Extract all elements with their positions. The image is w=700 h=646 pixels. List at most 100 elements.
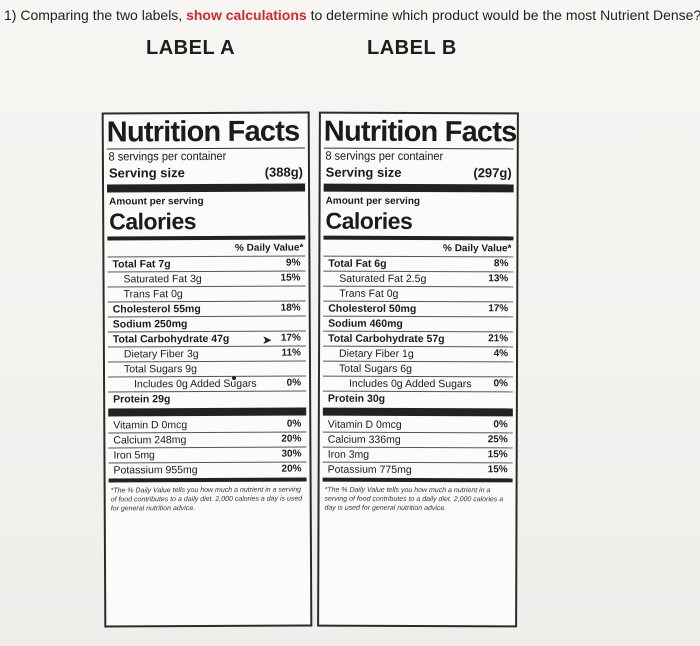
nutrient-name: Dietary Fiber 1g: [339, 347, 414, 360]
serving-size-row: Serving size (297g): [321, 164, 517, 183]
nutrient-row: Includes 0g Added Sugars 0%: [108, 375, 307, 392]
nutrient-percent: 21%: [488, 333, 509, 345]
nutrient-name: Sodium 460mg: [328, 317, 403, 330]
nutrient-row: Saturated Fat 2.5g 13%: [323, 270, 514, 287]
nutrient-name: Total Carbohydrate 47g: [112, 332, 230, 346]
nutrient-row: Dietary Fiber 1g 4%: [323, 345, 514, 362]
nutrient-name: Iron 5mg: [113, 449, 155, 462]
nutrient-percent: 0%: [286, 418, 302, 430]
label-a-heading: LABEL A: [146, 37, 236, 59]
nutrient-row: Vitamin D 0mcg 0%: [108, 417, 306, 432]
nutrient-row: Trans Fat 0g: [107, 285, 306, 302]
nutrient-percent: 13%: [488, 273, 509, 285]
nutrient-percent: 17%: [488, 303, 509, 315]
nutrient-name: Dietary Fiber 3g: [123, 348, 199, 361]
calories-label: Calories: [109, 208, 197, 235]
nutrient-name: Vitamin D 0mcg: [327, 418, 402, 431]
nutrition-label-a: Nutrition Facts 8 servings per container…: [101, 111, 313, 628]
nutrient-percent: 30%: [281, 448, 302, 460]
question-prefix: 1) Comparing the two labels,: [4, 7, 187, 23]
nutrient-percent: 0%: [493, 419, 508, 431]
cursor-arrow-icon: ➤: [262, 333, 273, 347]
footnote: *The % Daily Value tells you how much a …: [110, 486, 303, 513]
nutrient-row: Potassium 955mg 20%: [108, 461, 307, 478]
nutrient-rows: Total Fat 7g 9% Saturated Fat 3g 15% Trans F…: [104, 255, 309, 483]
nutrient-row: Saturated Fat 3g 15%: [107, 270, 306, 287]
nutrition-label-b: Nutrition Facts 8 servings per container…: [317, 111, 519, 628]
nutrient-row: Total Carbohydrate 57g 21%: [323, 330, 514, 347]
thick-divider: [322, 407, 513, 417]
question-text: 1) Comparing the two labels, show calcul…: [4, 7, 700, 23]
nutrient-name: Cholesterol 55mg: [112, 303, 201, 316]
nutrient-name: Includes 0g Added Sugars: [348, 377, 472, 391]
nutrient-name: Includes 0g Added Sugars: [134, 377, 257, 391]
servings-per-container: 8 servings per container: [108, 148, 227, 164]
amount-per-serving: Amount per serving: [325, 195, 421, 208]
nutrient-row: Sodium 250mg: [107, 315, 306, 332]
nutrient-name: Protein 29g: [113, 393, 171, 406]
nutrient-row: Total Sugars 6g: [322, 360, 514, 377]
nutrient-percent: 17%: [280, 332, 301, 344]
nutrient-row: Sodium 460mg: [323, 315, 514, 332]
amount-per-serving: Amount per serving: [109, 196, 204, 208]
nutrient-percent: 8%: [493, 258, 509, 270]
nutrient-percent: 0%: [493, 378, 508, 390]
nutrient-percent: 15%: [280, 272, 301, 284]
nutrient-percent: 15%: [487, 464, 508, 476]
nutrient-name: Total Sugars 6g: [338, 362, 412, 375]
nutrient-row: Calcium 248mg 20%: [108, 431, 307, 448]
nutrient-percent: 25%: [487, 434, 508, 446]
question-suffix: to determine which product would be the …: [306, 7, 700, 23]
nutrient-row: Trans Fat 0g: [323, 285, 514, 302]
nutrient-name: Trans Fat 0g: [339, 287, 399, 300]
nutrient-percent: 15%: [487, 449, 508, 461]
nutrient-name: Total Sugars 9g: [123, 363, 197, 376]
serving-size-label: Serving size: [108, 165, 185, 181]
nutrient-row: Dietary Fiber 3g 11%: [107, 345, 306, 362]
nutrient-row: Vitamin D 0mcg 0%: [323, 418, 513, 433]
nutrient-percent: 0%: [286, 377, 302, 389]
nutrient-name: Trans Fat 0g: [123, 288, 183, 301]
nutrient-percent: 20%: [281, 433, 302, 445]
calories-label: Calories: [325, 207, 413, 234]
nutrient-name: Calcium 248mg: [113, 434, 187, 447]
daily-value-header: % Daily Value*: [443, 243, 512, 255]
nutrient-row: Total Fat 7g 9%: [107, 255, 306, 272]
nutrient-name: Total Carbohydrate 57g: [328, 332, 445, 346]
nutrient-row: Total Fat 6g 8%: [323, 255, 514, 272]
nutrient-percent: 20%: [281, 463, 302, 475]
nutrient-percent: 4%: [493, 348, 509, 360]
question-highlight: show calculations: [186, 7, 307, 23]
nutrition-facts-title: Nutrition Facts: [106, 115, 300, 149]
serving-size-row: Serving size (388g): [104, 163, 308, 182]
nutrition-facts-title: Nutrition Facts: [323, 115, 517, 149]
pen-dot-mark: [232, 376, 236, 380]
nutrient-name: Saturated Fat 2.5g: [339, 272, 427, 286]
nutrient-percent: 11%: [281, 347, 301, 359]
thick-divider: [108, 407, 307, 417]
nutrient-percent: 9%: [285, 257, 301, 269]
nutrient-row: Protein 29g: [108, 390, 307, 407]
nutrient-name: Vitamin D 0mcg: [113, 419, 188, 432]
nutrient-row: Protein 30g: [322, 390, 513, 407]
nutrient-percent: 18%: [280, 302, 301, 314]
serving-size-value: (388g): [264, 164, 304, 180]
nutrient-name: Total Fat 6g: [328, 257, 387, 270]
nutrient-row: Total Carbohydrate 47g 17%: [107, 330, 306, 347]
nutrient-name: Iron 3mg: [327, 448, 370, 461]
nutrient-name: Potassium 955mg: [113, 464, 198, 477]
nutrient-name: Sodium 250mg: [112, 318, 188, 331]
nutrient-row: Iron 3mg 15%: [322, 446, 513, 463]
nutrient-row: Iron 5mg 30%: [108, 446, 307, 463]
nutrient-row: Includes 0g Added Sugars 0%: [322, 375, 513, 392]
footnote: *The % Daily Value tells you how much a …: [324, 486, 504, 513]
serving-size-value: (297g): [473, 165, 512, 181]
nutrient-row: Potassium 775mg 15%: [322, 461, 513, 478]
nutrient-name: Cholesterol 50mg: [328, 302, 417, 315]
serving-size-label: Serving size: [325, 164, 402, 180]
nutrient-name: Saturated Fat 3g: [123, 273, 202, 286]
nutrient-name: Potassium 775mg: [327, 463, 412, 476]
nutrient-row: Cholesterol 55mg 18%: [107, 300, 306, 317]
label-b-heading: LABEL B: [367, 37, 457, 59]
